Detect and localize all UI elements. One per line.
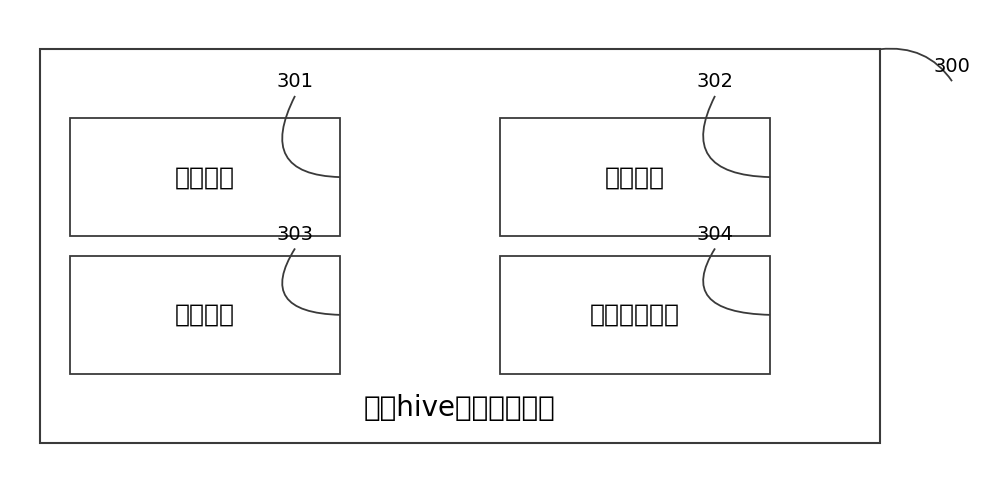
Text: 301: 301 bbox=[276, 72, 314, 91]
Bar bbox=[70, 256, 340, 374]
Text: 302: 302 bbox=[696, 72, 734, 91]
Text: 303: 303 bbox=[276, 224, 314, 244]
Text: 304: 304 bbox=[696, 224, 734, 244]
Text: 配置模块: 配置模块 bbox=[175, 165, 235, 189]
Bar bbox=[500, 118, 770, 236]
Text: 构建模块: 构建模块 bbox=[605, 165, 665, 189]
Text: 监测模块: 监测模块 bbox=[175, 303, 235, 327]
Text: 第一报警模块: 第一报警模块 bbox=[590, 303, 680, 327]
Bar bbox=[70, 118, 340, 236]
Text: 检测hive数据表的装置: 检测hive数据表的装置 bbox=[364, 395, 556, 422]
Text: 300: 300 bbox=[934, 57, 970, 76]
Bar bbox=[40, 49, 880, 443]
Bar bbox=[500, 256, 770, 374]
